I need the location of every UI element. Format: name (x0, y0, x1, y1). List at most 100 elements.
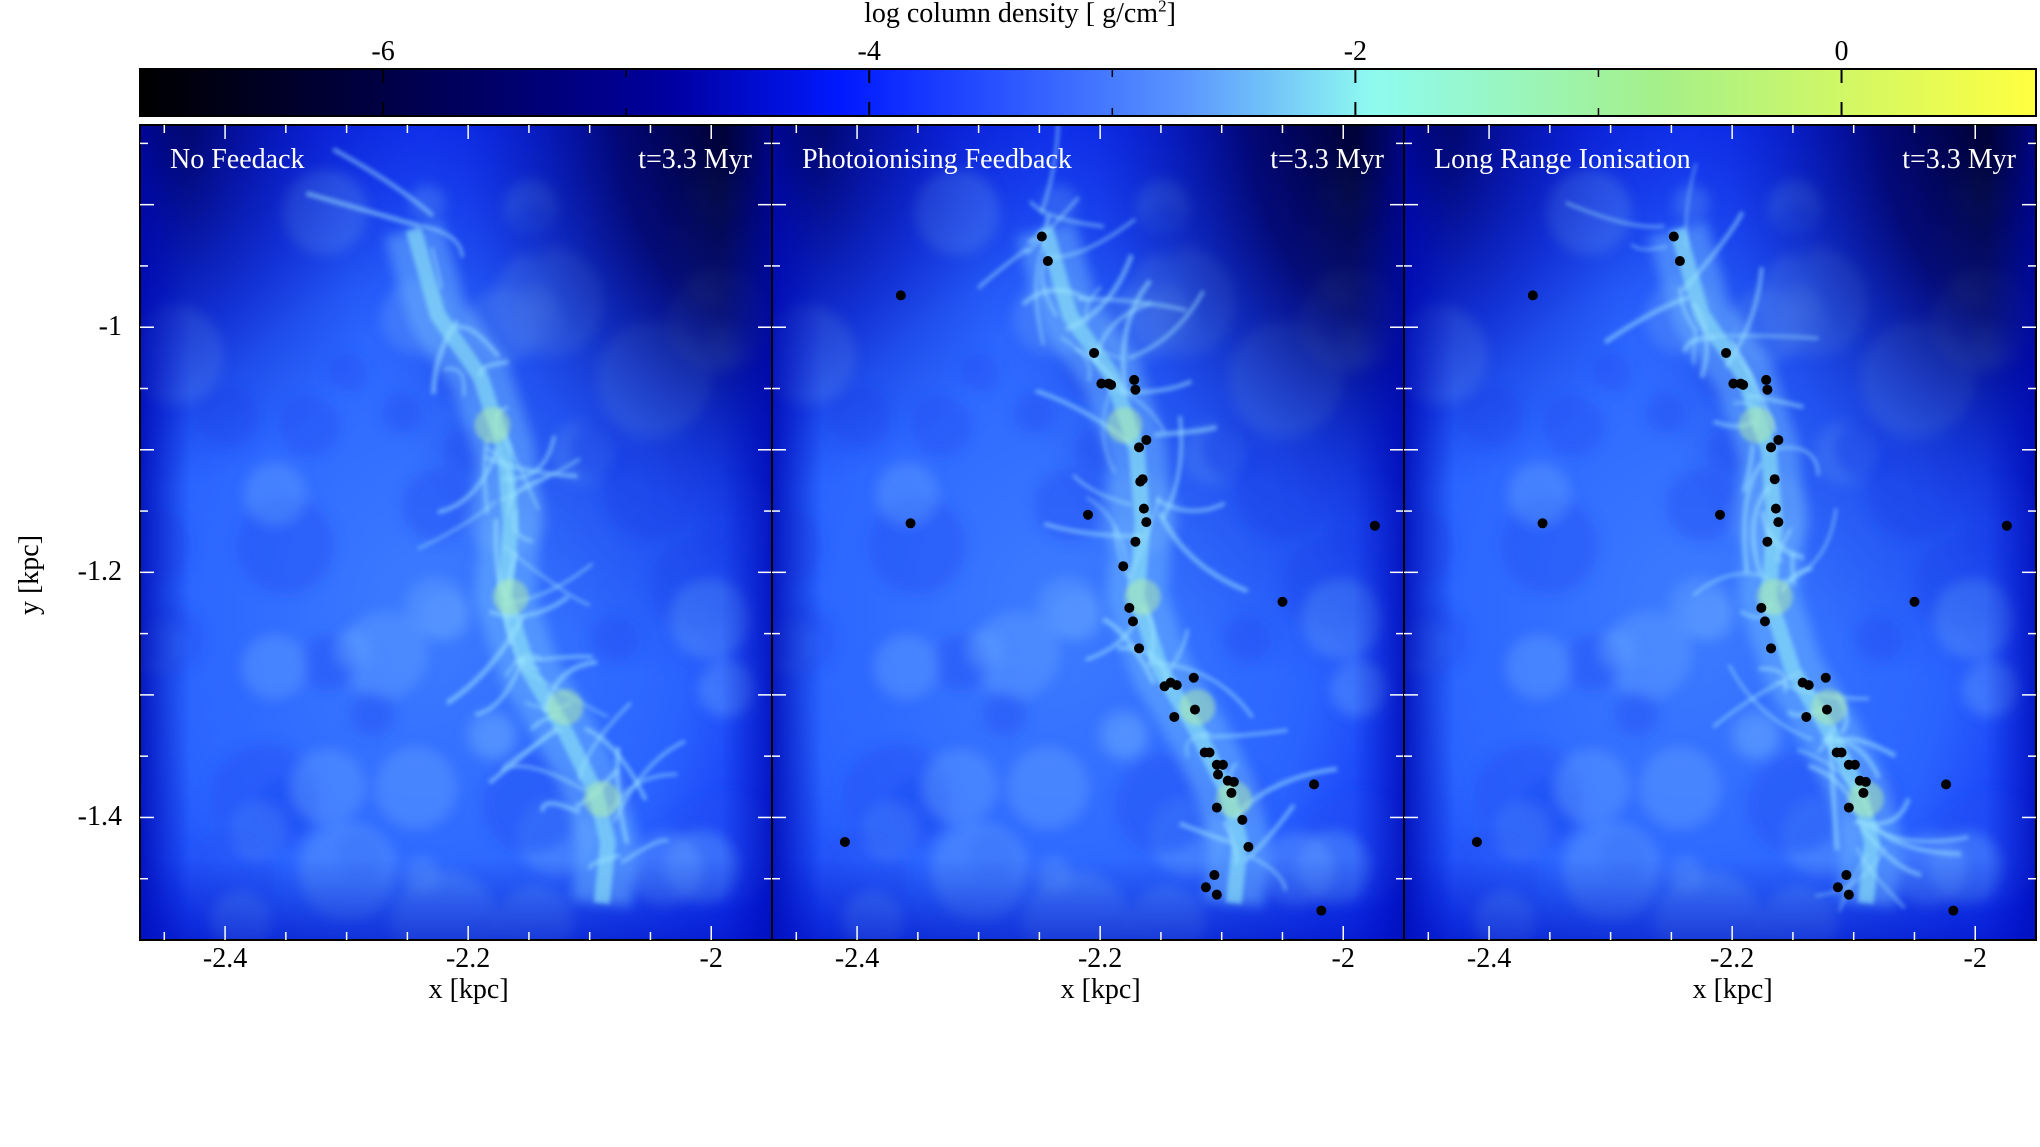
sink-particle (1171, 680, 1182, 691)
filament-wisp (512, 509, 534, 543)
filament-wisp (1165, 629, 1190, 676)
panels (139, 124, 2037, 941)
x-tick-label: -2.2 (445, 943, 491, 974)
filament-wisp (454, 325, 501, 359)
dense-knot (492, 578, 529, 615)
x-tick-label: -2 (699, 943, 723, 974)
filament-wisp (513, 654, 593, 664)
filament-wisp (474, 655, 526, 717)
sink-particle (1309, 779, 1320, 790)
filament-wisp (1185, 731, 1211, 758)
sink-particle (1773, 517, 1784, 528)
sink-particle (1134, 643, 1145, 654)
sink-particle (1843, 802, 1854, 813)
filament-wisp (1151, 661, 1255, 719)
dense-knot (1215, 781, 1252, 818)
sink-particle (1766, 442, 1777, 453)
sink-particle (1129, 374, 1140, 385)
filament-wisp (1678, 287, 1698, 332)
filament-wisp (1685, 163, 1698, 248)
filament-wisp (1712, 671, 1801, 729)
sink-particle (1217, 759, 1228, 770)
filament-wisp (1242, 803, 1296, 863)
sink-particle (1369, 520, 1380, 531)
filament-wisp (1856, 846, 1906, 909)
filament-wisp (1603, 295, 1691, 345)
colorbar-tick-label: -4 (857, 36, 881, 67)
sink-particle (1277, 596, 1288, 607)
x-tick-label: -2 (1331, 943, 1355, 974)
sink-particle (1770, 503, 1781, 514)
filament-wisp (976, 246, 1030, 290)
panel-2 (771, 124, 1405, 941)
filament-wisp (1034, 241, 1047, 346)
sink-particle (1118, 561, 1129, 572)
filament-wisp (1744, 394, 1804, 410)
filament-wisp (540, 801, 581, 815)
filament-wisp (1085, 496, 1131, 597)
filament-wisp (499, 457, 581, 502)
sink-particle (905, 518, 916, 529)
axis-ticks (1404, 125, 2036, 940)
x-tick-label: -2.2 (1077, 943, 1123, 974)
x-tick-label: -2 (1963, 943, 1987, 974)
panel-time: t=3.3 Myr (1270, 144, 1384, 175)
sink-particle (2001, 520, 2012, 531)
x-tick-label: -2.2 (1709, 943, 1755, 974)
sink-particle (1527, 290, 1538, 301)
filament-wisp (1758, 666, 1788, 693)
dense-knot (583, 781, 620, 818)
colorbar (139, 68, 2037, 117)
sink-particle (1668, 231, 1679, 242)
sink-particles (1471, 231, 2012, 916)
filament-wisp (437, 446, 501, 515)
filament-wisp (1711, 334, 1819, 340)
sink-particle (1766, 643, 1777, 654)
filament-wisp (484, 446, 513, 507)
sink-particle (1237, 814, 1248, 825)
sink-particle (1316, 905, 1327, 916)
sink-particle (1226, 787, 1237, 798)
sink-particle (1948, 905, 1959, 916)
sink-particle (1909, 596, 1920, 607)
sink-particle (1141, 517, 1152, 528)
filament-wisp (1160, 415, 1184, 521)
dense-knot (1106, 407, 1143, 444)
sink-particle (1756, 602, 1767, 613)
filament-wisp (483, 454, 578, 479)
filament-wisp (612, 739, 686, 823)
sink-particle (1169, 711, 1180, 722)
filament-wisp (588, 853, 621, 871)
sink-particle (1127, 616, 1138, 627)
filament-wisp (420, 224, 464, 258)
filament-wisp (1021, 287, 1090, 307)
panel-title: Long Range Ionisation (1434, 144, 1691, 175)
sink-particle (895, 290, 906, 301)
filament-wisp (1072, 474, 1133, 507)
filament-wisp (1565, 201, 1665, 229)
filament-wisp (1871, 822, 1962, 857)
filament-wisp (1127, 290, 1205, 360)
sink-particle (1209, 870, 1220, 881)
density-map (772, 125, 1404, 940)
filament-wisp (487, 725, 560, 785)
filament-wisp (488, 595, 570, 619)
sink-particle (1096, 378, 1107, 389)
sink-particle (1159, 681, 1170, 692)
colorbar-ticks (382, 69, 1843, 116)
sink-particle (1134, 442, 1145, 453)
filament-wisp (443, 367, 466, 397)
sink-particle (1211, 889, 1222, 900)
sink-particle (1243, 841, 1254, 852)
filament-wisp (1630, 243, 1668, 251)
sink-particle (839, 836, 850, 847)
filament-wisp (1179, 821, 1233, 845)
filament-wisp (332, 147, 435, 218)
sink-particle (1821, 704, 1832, 715)
density-edge (1404, 125, 2036, 940)
filament-wisp (1115, 389, 1166, 433)
dense-knot (547, 689, 584, 726)
filament-wisp (1838, 853, 1869, 912)
sink-particle (1141, 434, 1152, 445)
sink-particle (1715, 509, 1725, 520)
